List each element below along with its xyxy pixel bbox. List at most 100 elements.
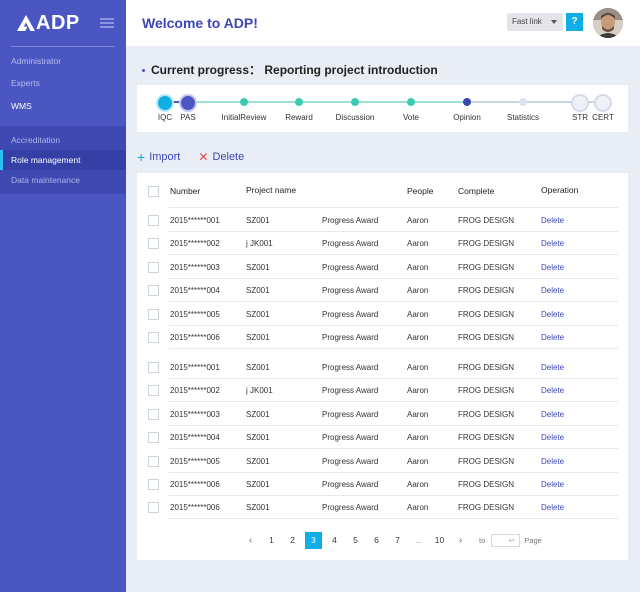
row-checkbox[interactable]: [148, 285, 159, 296]
sidebar-subitem-role-management[interactable]: Role management: [0, 150, 126, 170]
step-label: Discussion: [335, 113, 375, 122]
row-divider: [169, 231, 618, 232]
sidebar-subitem-accreditation[interactable]: Accreditation: [11, 135, 61, 145]
goto-page-input[interactable]: ↵: [491, 534, 521, 547]
cell-complete: FROG DESIGN: [458, 433, 515, 442]
row-divider: [169, 425, 618, 426]
fast-link-dropdown[interactable]: Fast link: [507, 13, 563, 31]
row-checkbox[interactable]: [148, 502, 159, 513]
table-row[interactable]: 2015******005 SZ001 Progress Award Aaron FRO…: [137, 450, 628, 473]
help-button[interactable]: ?: [566, 13, 583, 31]
cell-delete-link[interactable]: Delete: [541, 286, 565, 295]
cell-delete-link[interactable]: Delete: [541, 263, 565, 272]
cell-delete-link[interactable]: Delete: [541, 503, 565, 512]
goto-to-label: to: [479, 536, 486, 545]
table-row[interactable]: 2015******002 j JK001 Progress Award Aaron F…: [137, 379, 628, 402]
column-header-number[interactable]: Number: [170, 186, 201, 196]
cell-delete-link[interactable]: Delete: [541, 410, 565, 419]
table-row[interactable]: 2015******001 SZ001 Progress Award Aaron FRO…: [137, 209, 628, 232]
step-iqc[interactable]: IQC: [135, 85, 195, 122]
table-row[interactable]: 2015******003 SZ001 Progress Award Aaron FRO…: [137, 403, 628, 426]
table-row[interactable]: 2015******004 SZ001 Progress Award Aaron FRO…: [137, 279, 628, 302]
row-checkbox[interactable]: [148, 479, 159, 490]
cell-delete-link[interactable]: Delete: [541, 480, 565, 489]
column-header-people[interactable]: People: [407, 186, 434, 196]
bullet-icon: [142, 69, 145, 73]
page-7[interactable]: 7: [395, 535, 400, 545]
table-row[interactable]: 2015******002 j JK001 Progress Award Aaron F…: [137, 232, 628, 255]
step-opinion[interactable]: Opinion: [437, 85, 497, 122]
delete-button[interactable]: ✕ Delete: [198, 151, 244, 164]
row-checkbox[interactable]: [148, 409, 159, 420]
step-pas[interactable]: PAS: [158, 85, 218, 122]
cell-number: 2015******004: [170, 433, 220, 442]
step-connector-pending: [469, 101, 603, 103]
sidebar-subitem-data-maintenance[interactable]: Data maintenance: [11, 175, 80, 185]
logo[interactable]: ADP: [17, 12, 80, 35]
row-checkbox[interactable]: [148, 309, 159, 320]
row-checkbox[interactable]: [148, 385, 159, 396]
page-6[interactable]: 6: [374, 535, 379, 545]
row-checkbox[interactable]: [148, 238, 159, 249]
page-2[interactable]: 2: [290, 535, 295, 545]
table-row[interactable]: 2015******001 SZ001 Progress Award Aaron FRO…: [137, 356, 628, 379]
sidebar-item-experts[interactable]: Experts: [11, 78, 40, 88]
row-checkbox[interactable]: [148, 432, 159, 443]
cell-award: Progress Award: [322, 333, 379, 342]
step-reward[interactable]: Reward: [269, 85, 329, 122]
page-4[interactable]: 4: [332, 535, 337, 545]
step-cert[interactable]: CERT: [573, 85, 633, 122]
step-str[interactable]: STR: [550, 85, 610, 122]
step-vote[interactable]: Vote: [381, 85, 441, 122]
cell-delete-link[interactable]: Delete: [541, 216, 565, 225]
page-10[interactable]: 10: [434, 535, 445, 545]
row-checkbox[interactable]: [148, 362, 159, 373]
table-row[interactable]: 2015******004 SZ001 Progress Award Aaron FRO…: [137, 426, 628, 449]
cell-people: Aaron: [407, 503, 429, 512]
cell-complete: FROG DESIGN: [458, 216, 515, 225]
cell-project-name: SZ001: [246, 457, 270, 466]
import-label: Import: [149, 151, 181, 163]
table-row[interactable]: 2015******005 SZ001 Progress Award Aaron FRO…: [137, 303, 628, 326]
cell-delete-link[interactable]: Delete: [541, 386, 565, 395]
page-1[interactable]: 1: [269, 535, 274, 545]
row-checkbox[interactable]: [148, 332, 159, 343]
row-checkbox[interactable]: [148, 456, 159, 467]
cell-delete-link[interactable]: Delete: [541, 310, 565, 319]
row-checkbox[interactable]: [148, 215, 159, 226]
cell-delete-link[interactable]: Delete: [541, 363, 565, 372]
step-initialreview[interactable]: InitialReview: [214, 85, 274, 122]
row-divider: [169, 472, 618, 473]
table-row[interactable]: 2015******003 SZ001 Progress Award Aaron FRO…: [137, 256, 628, 279]
cell-project-name: SZ001: [246, 503, 270, 512]
cell-delete-link[interactable]: Delete: [541, 333, 565, 342]
cell-award: Progress Award: [322, 457, 379, 466]
table-row[interactable]: 2015******006 SZ001 Progress Award Aaron FRO…: [137, 326, 628, 349]
cell-delete-link[interactable]: Delete: [541, 239, 565, 248]
page-3-current[interactable]: 3: [305, 532, 322, 549]
enter-icon: ↵: [508, 536, 516, 545]
table-row[interactable]: 2015******006 SZ001 Progress Award Aaron FRO…: [137, 473, 628, 496]
row-divider: [169, 518, 618, 519]
column-header-project-name[interactable]: Project name: [246, 185, 297, 195]
hamburger-icon[interactable]: [100, 18, 114, 28]
step-discussion[interactable]: Discussion: [325, 85, 385, 122]
row-checkbox[interactable]: [148, 262, 159, 273]
sidebar-item-wms[interactable]: WMS: [11, 101, 32, 111]
cell-people: Aaron: [407, 239, 429, 248]
cell-award: Progress Award: [322, 216, 379, 225]
cell-delete-link[interactable]: Delete: [541, 433, 565, 442]
cell-delete-link[interactable]: Delete: [541, 457, 565, 466]
avatar[interactable]: [593, 8, 623, 38]
step-connector-done: [165, 101, 185, 103]
import-button[interactable]: + Import: [137, 150, 181, 164]
chevron-right-icon[interactable]: ›: [458, 535, 463, 546]
chevron-left-icon[interactable]: ‹: [248, 535, 253, 546]
select-all-checkbox[interactable]: [148, 186, 159, 197]
table-row[interactable]: 2015******006 SZ001 Progress Award Aaron FRO…: [137, 496, 628, 519]
column-header-complete[interactable]: Complete: [458, 186, 495, 196]
page-5[interactable]: 5: [353, 535, 358, 545]
column-header-operation[interactable]: Operation: [541, 185, 579, 195]
step-statistics[interactable]: Statistics: [493, 85, 553, 122]
sidebar-item-administrator[interactable]: Administrator: [11, 56, 62, 66]
